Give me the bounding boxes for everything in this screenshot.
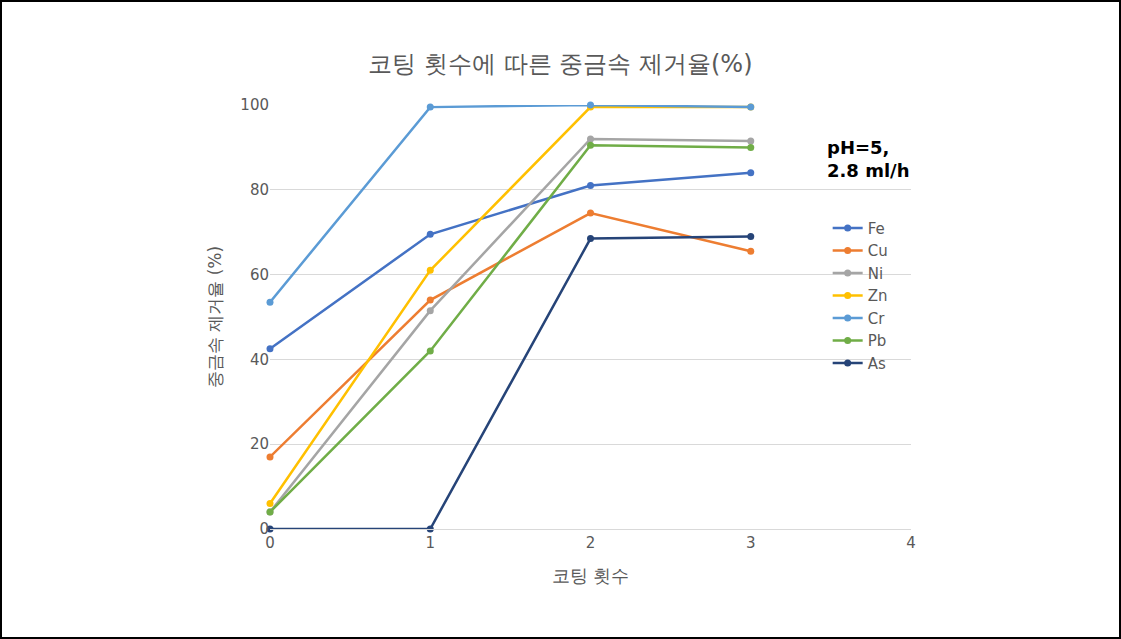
svg-text:Fe: Fe	[868, 220, 885, 238]
svg-text:코팅 횟수에 따른 중금속 제거율(%): 코팅 횟수에 따른 중금속 제거율(%)	[368, 50, 752, 78]
svg-text:20: 20	[250, 435, 269, 453]
svg-text:Ni: Ni	[868, 265, 883, 283]
svg-text:Zn: Zn	[868, 287, 888, 305]
svg-text:1: 1	[425, 534, 435, 552]
svg-text:As: As	[868, 355, 886, 373]
svg-text:60: 60	[250, 266, 269, 284]
svg-text:Cr: Cr	[868, 310, 885, 328]
svg-text:2: 2	[586, 534, 596, 552]
svg-text:0: 0	[259, 520, 269, 538]
svg-text:코팅 횟수: 코팅 횟수	[552, 565, 630, 586]
svg-text:80: 80	[250, 181, 269, 199]
svg-text:100: 100	[240, 96, 269, 114]
svg-text:4: 4	[906, 534, 916, 552]
svg-text:Pb: Pb	[868, 332, 887, 350]
svg-text:40: 40	[250, 351, 269, 369]
svg-text:3: 3	[746, 534, 756, 552]
svg-text:0: 0	[265, 534, 275, 552]
svg-text:pH=5,2.8 ml/h: pH=5,2.8 ml/h	[827, 137, 909, 181]
svg-text:Cu: Cu	[868, 242, 888, 260]
svg-text:중금속 제거율 (%): 중금속 제거율 (%)	[205, 246, 225, 388]
